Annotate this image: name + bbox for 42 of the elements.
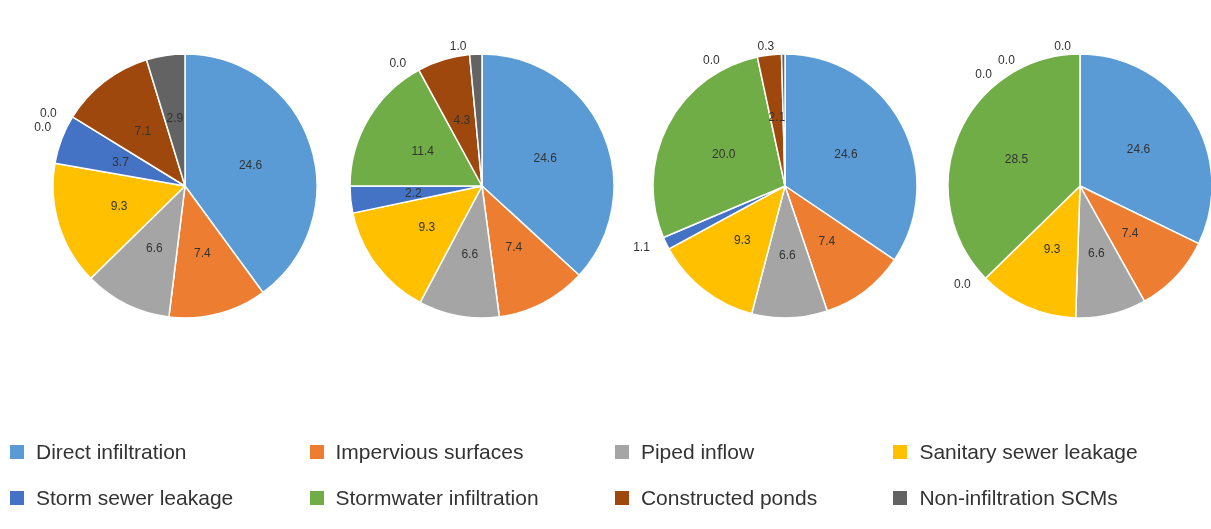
data-label: 24.6 xyxy=(238,157,263,172)
data-label: 9.3 xyxy=(734,233,752,248)
data-label: 9.3 xyxy=(1043,242,1061,257)
data-label: 7.4 xyxy=(194,245,212,260)
legend-label: Piped inflow xyxy=(640,440,755,464)
data-label: 9.3 xyxy=(110,199,128,214)
data-label: 7.4 xyxy=(505,240,523,255)
text: 0.0 xyxy=(389,56,407,71)
data-label: 24.6 xyxy=(1126,142,1151,157)
legend-label: Storm sewer leakage xyxy=(36,486,234,510)
legend-label: Direct infiltration xyxy=(36,440,187,464)
data-label: 28.5 xyxy=(1004,152,1029,167)
data-label: 6.6 xyxy=(779,247,797,262)
text: 0.0 xyxy=(975,67,992,81)
legend-label: Impervious surfaces xyxy=(335,440,524,464)
data-label: 7.4 xyxy=(818,233,836,248)
text: 0.0 xyxy=(40,105,57,120)
data-label: 3.7 xyxy=(112,154,130,169)
text: 0.0 xyxy=(1054,39,1071,53)
text: 0.0 xyxy=(34,119,52,134)
data-label: 24.6 xyxy=(834,146,858,161)
data-label: 6.6 xyxy=(146,240,164,255)
data-label: 11.4 xyxy=(411,143,435,158)
data-label: 6.6 xyxy=(461,246,479,261)
data-label: 24.6 xyxy=(533,151,558,166)
data-label: 7.4 xyxy=(1121,226,1139,241)
text: 0.0 xyxy=(998,53,1015,67)
data-label: 0.3 xyxy=(757,39,775,54)
legend-label: Stormwater infiltration xyxy=(335,486,539,510)
data-label: 2.2 xyxy=(405,186,423,201)
legend-label: Non-infiltration SCMs xyxy=(919,486,1118,510)
data-label: 20.0 xyxy=(712,147,736,162)
legend-label: Sanitary sewer leakage xyxy=(919,440,1138,464)
data-label: 7.1 xyxy=(134,124,152,139)
data-label: 6.6 xyxy=(1087,246,1105,261)
data-label: 4.3 xyxy=(453,113,471,128)
legend-label: Constructed ponds xyxy=(640,486,818,510)
data-label: 1.1 xyxy=(633,239,651,254)
text: 0.0 xyxy=(702,53,720,68)
text: 0.0 xyxy=(954,276,971,291)
data-label: 9.3 xyxy=(418,220,436,235)
data-label: 1.0 xyxy=(449,39,467,54)
